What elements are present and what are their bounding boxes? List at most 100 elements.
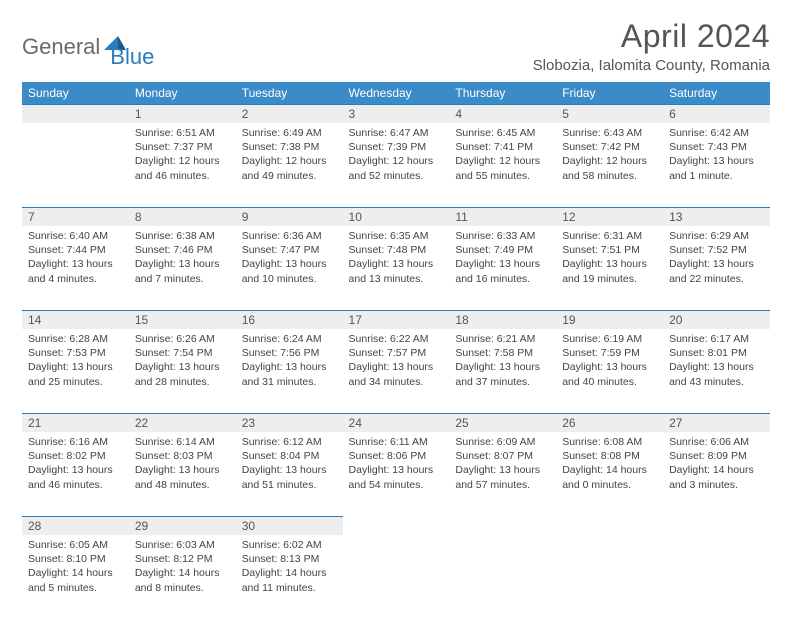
sunset-text: Sunset: 7:54 PM (135, 346, 230, 360)
day-data: Sunrise: 6:45 AMSunset: 7:41 PMDaylight:… (449, 123, 556, 191)
day-number: 15 (129, 310, 236, 329)
daylight-text-1: Daylight: 13 hours (135, 360, 230, 374)
sunrise-text: Sunrise: 6:22 AM (349, 332, 444, 346)
sunrise-text: Sunrise: 6:19 AM (562, 332, 657, 346)
sunrise-text: Sunrise: 6:05 AM (28, 538, 123, 552)
location-text: Slobozia, Ialomita County, Romania (533, 57, 770, 74)
sunrise-text: Sunrise: 6:38 AM (135, 229, 230, 243)
sunset-text: Sunset: 8:01 PM (669, 346, 764, 360)
calendar-body: 123456Sunrise: 6:51 AMSunset: 7:37 PMDay… (22, 104, 770, 619)
day-number: 25 (449, 413, 556, 432)
day-data: Sunrise: 6:43 AMSunset: 7:42 PMDaylight:… (556, 123, 663, 191)
daylight-text-1: Daylight: 13 hours (135, 257, 230, 271)
sunset-text: Sunset: 7:51 PM (562, 243, 657, 257)
day-number: 17 (343, 310, 450, 329)
sunset-text: Sunset: 8:07 PM (455, 449, 550, 463)
sunrise-text: Sunrise: 6:08 AM (562, 435, 657, 449)
header: General Blue April 2024 Slobozia, Ialomi… (22, 18, 770, 74)
sunrise-text: Sunrise: 6:40 AM (28, 229, 123, 243)
day-data: Sunrise: 6:14 AMSunset: 8:03 PMDaylight:… (129, 432, 236, 500)
day-number-row: 78910111213 (22, 207, 770, 226)
day-number: 23 (236, 413, 343, 432)
sunrise-text: Sunrise: 6:45 AM (455, 126, 550, 140)
day-data: Sunrise: 6:16 AMSunset: 8:02 PMDaylight:… (22, 432, 129, 500)
weekday-header: Thursday (449, 82, 556, 104)
sunrise-text: Sunrise: 6:12 AM (242, 435, 337, 449)
sunset-text: Sunset: 8:12 PM (135, 552, 230, 566)
sunrise-text: Sunrise: 6:51 AM (135, 126, 230, 140)
day-number: 5 (556, 104, 663, 123)
daylight-text-1: Daylight: 13 hours (242, 257, 337, 271)
logo: General Blue (22, 18, 154, 70)
day-number: 18 (449, 310, 556, 329)
day-data (663, 535, 770, 546)
day-data: Sunrise: 6:02 AMSunset: 8:13 PMDaylight:… (236, 535, 343, 603)
day-data (556, 535, 663, 546)
daylight-text-2: and 25 minutes. (28, 375, 123, 389)
daylight-text-2: and 3 minutes. (669, 478, 764, 492)
empty-day-number (449, 516, 556, 535)
day-data (449, 535, 556, 546)
day-number-row: 123456 (22, 104, 770, 123)
sunset-text: Sunset: 7:39 PM (349, 140, 444, 154)
sunset-text: Sunset: 8:02 PM (28, 449, 123, 463)
sunset-text: Sunset: 8:06 PM (349, 449, 444, 463)
calendar-page: General Blue April 2024 Slobozia, Ialomi… (0, 0, 792, 637)
sunrise-text: Sunrise: 6:33 AM (455, 229, 550, 243)
weekday-header-row: Sunday Monday Tuesday Wednesday Thursday… (22, 82, 770, 104)
day-data: Sunrise: 6:12 AMSunset: 8:04 PMDaylight:… (236, 432, 343, 500)
daylight-text-2: and 51 minutes. (242, 478, 337, 492)
sunrise-text: Sunrise: 6:16 AM (28, 435, 123, 449)
day-number: 9 (236, 207, 343, 226)
day-number: 2 (236, 104, 343, 123)
daylight-text-2: and 48 minutes. (135, 478, 230, 492)
daylight-text-2: and 55 minutes. (455, 169, 550, 183)
day-data-row: Sunrise: 6:40 AMSunset: 7:44 PM Daylight:… (22, 226, 770, 310)
day-data: Sunrise: 6:17 AMSunset: 8:01 PMDaylight:… (663, 329, 770, 397)
day-number: 16 (236, 310, 343, 329)
weekday-header: Monday (129, 82, 236, 104)
sunset-text: Sunset: 7:57 PM (349, 346, 444, 360)
daylight-text-1: Daylight: 12 hours (349, 154, 444, 168)
day-number: 6 (663, 104, 770, 123)
calendar-table: Sunday Monday Tuesday Wednesday Thursday… (22, 82, 770, 619)
daylight-text-1: Daylight: 13 hours (242, 360, 337, 374)
day-data: Sunrise: 6:40 AMSunset: 7:44 PMDaylight:… (22, 226, 129, 294)
day-data: Sunrise: 6:29 AMSunset: 7:52 PMDaylight:… (663, 226, 770, 294)
empty-day-number (22, 104, 129, 123)
day-data: Sunrise: 6:35 AMSunset: 7:48 PMDaylight:… (343, 226, 450, 294)
sunset-text: Sunset: 7:46 PM (135, 243, 230, 257)
day-data: Sunrise: 6:36 AMSunset: 7:47 PMDaylight:… (236, 226, 343, 294)
daylight-text-2: and 10 minutes. (242, 272, 337, 286)
sunrise-text: Sunrise: 6:14 AM (135, 435, 230, 449)
sunset-text: Sunset: 7:52 PM (669, 243, 764, 257)
day-data: Sunrise: 6:47 AMSunset: 7:39 PMDaylight:… (343, 123, 450, 191)
day-data: Sunrise: 6:22 AMSunset: 7:57 PMDaylight:… (343, 329, 450, 397)
sunset-text: Sunset: 8:13 PM (242, 552, 337, 566)
sunrise-text: Sunrise: 6:42 AM (669, 126, 764, 140)
day-number-row: 282930 (22, 516, 770, 535)
day-data (22, 123, 129, 134)
weekday-header: Friday (556, 82, 663, 104)
weekday-header: Sunday (22, 82, 129, 104)
sunset-text: Sunset: 7:58 PM (455, 346, 550, 360)
sunrise-text: Sunrise: 6:11 AM (349, 435, 444, 449)
sunset-text: Sunset: 7:44 PM (28, 243, 123, 257)
sunrise-text: Sunrise: 6:06 AM (669, 435, 764, 449)
daylight-text-2: and 43 minutes. (669, 375, 764, 389)
daylight-text-1: Daylight: 14 hours (135, 566, 230, 580)
sunrise-text: Sunrise: 6:36 AM (242, 229, 337, 243)
sunset-text: Sunset: 7:41 PM (455, 140, 550, 154)
daylight-text-2: and 28 minutes. (135, 375, 230, 389)
daylight-text-1: Daylight: 14 hours (669, 463, 764, 477)
empty-day-number (556, 516, 663, 535)
daylight-text-2: and 1 minute. (669, 169, 764, 183)
daylight-text-1: Daylight: 13 hours (349, 463, 444, 477)
daylight-text-1: Daylight: 13 hours (135, 463, 230, 477)
daylight-text-2: and 19 minutes. (562, 272, 657, 286)
day-data: Sunrise: 6:28 AMSunset: 7:53 PMDaylight:… (22, 329, 129, 397)
sunset-text: Sunset: 7:49 PM (455, 243, 550, 257)
sunset-text: Sunset: 7:38 PM (242, 140, 337, 154)
daylight-text-1: Daylight: 14 hours (562, 463, 657, 477)
sunrise-text: Sunrise: 6:28 AM (28, 332, 123, 346)
